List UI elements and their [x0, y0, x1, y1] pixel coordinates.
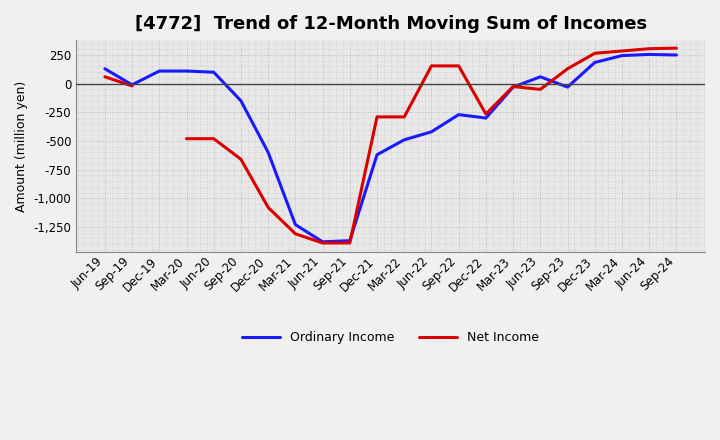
Net Income	[291, 231, 300, 236]
Line: Net Income: Net Income	[105, 48, 676, 243]
Ordinary Income	[427, 129, 436, 135]
Ordinary Income	[400, 137, 408, 143]
Ordinary Income	[536, 74, 544, 80]
Net Income	[182, 136, 191, 141]
Ordinary Income	[264, 150, 272, 155]
Ordinary Income	[482, 115, 490, 121]
Ordinary Income	[645, 52, 654, 57]
Ordinary Income	[237, 98, 246, 103]
Ordinary Income	[318, 239, 327, 245]
Ordinary Income	[155, 68, 163, 73]
Line: Ordinary Income: Ordinary Income	[105, 55, 676, 242]
Net Income	[210, 136, 218, 141]
Legend: Ordinary Income, Net Income: Ordinary Income, Net Income	[238, 326, 544, 349]
Ordinary Income	[127, 82, 136, 88]
Ordinary Income	[210, 70, 218, 75]
Ordinary Income	[672, 52, 680, 58]
Ordinary Income	[590, 60, 599, 65]
Net Income	[264, 205, 272, 210]
Net Income	[590, 51, 599, 56]
Title: [4772]  Trend of 12-Month Moving Sum of Incomes: [4772] Trend of 12-Month Moving Sum of I…	[135, 15, 647, 33]
Net Income	[645, 46, 654, 51]
Ordinary Income	[101, 66, 109, 71]
Net Income	[427, 63, 436, 69]
Ordinary Income	[373, 152, 382, 158]
Net Income	[373, 114, 382, 120]
Ordinary Income	[563, 84, 572, 90]
Ordinary Income	[182, 68, 191, 73]
Net Income	[101, 74, 109, 80]
Net Income	[318, 240, 327, 246]
Net Income	[509, 84, 518, 89]
Net Income	[618, 48, 626, 54]
Net Income	[454, 63, 463, 69]
Net Income	[482, 111, 490, 117]
Ordinary Income	[618, 53, 626, 58]
Ordinary Income	[346, 238, 354, 243]
Y-axis label: Amount (million yen): Amount (million yen)	[15, 81, 28, 212]
Net Income	[672, 45, 680, 51]
Net Income	[536, 87, 544, 92]
Net Income	[127, 83, 136, 88]
Net Income	[346, 240, 354, 246]
Net Income	[400, 114, 408, 120]
Ordinary Income	[509, 84, 518, 90]
Net Income	[563, 66, 572, 71]
Ordinary Income	[454, 112, 463, 117]
Ordinary Income	[291, 222, 300, 227]
Net Income	[237, 157, 246, 162]
